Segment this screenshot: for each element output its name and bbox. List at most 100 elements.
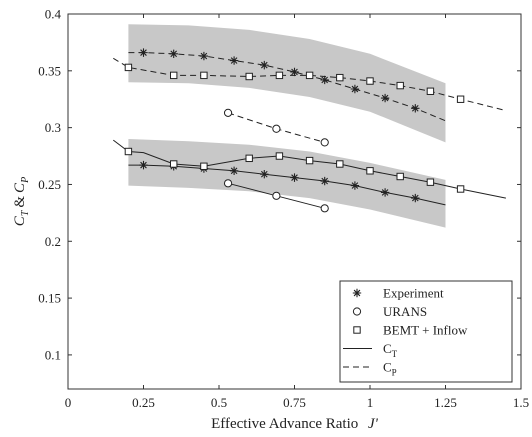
series-markers — [124, 48, 465, 213]
marker-experiment-c-p — [411, 104, 420, 113]
marker-bemt-inflow-c-t — [124, 147, 133, 156]
line-bemt-inflow-c-t — [112, 139, 506, 199]
legend-label-text: C — [383, 360, 392, 375]
line-experiment-c-p — [128, 52, 446, 122]
y-label-s1: T — [20, 209, 31, 216]
marker-urans-c-p — [320, 138, 329, 147]
legend-label-text: BEMT + Inflow — [383, 323, 468, 338]
marker-urans-c-t — [223, 179, 233, 188]
y-tick-label: 0.1 — [45, 347, 61, 362]
y-label-amp: & — [12, 196, 28, 208]
legend-symbol-circle — [352, 307, 362, 316]
legend-item-experiment: Experiment — [352, 286, 444, 301]
legend-item-urans: URANS — [352, 304, 427, 319]
x-axis-label-text: Effective Advance Ratio — [211, 416, 358, 432]
marker-bemt-inflow-c-t — [245, 154, 253, 163]
y-tick-label: 0.25 — [38, 177, 61, 192]
legend-label-text: URANS — [383, 304, 427, 319]
marker-experiment-c-p — [380, 93, 390, 103]
marker-experiment-c-t — [229, 166, 239, 176]
marker-bemt-inflow-c-p — [366, 77, 374, 85]
marker-experiment-c-t — [290, 173, 299, 182]
marker-bemt-inflow-c-t — [305, 156, 314, 165]
marker-bemt-inflow-c-p — [275, 71, 284, 80]
marker-bemt-inflow-c-p — [245, 72, 253, 81]
line-experiment-c-t — [128, 164, 446, 206]
y-label-c2: C — [12, 182, 28, 193]
marker-experiment-c-t — [380, 188, 390, 197]
x-axis-label: Effective Advance Ratio J' — [211, 416, 379, 432]
marker-bemt-inflow-c-p — [305, 71, 314, 80]
legend-item-bemt-inflow: BEMT + Inflow — [353, 323, 468, 338]
marker-urans-c-t — [320, 204, 329, 213]
axis-ticks: 0 0.25 0.5 0.75 1 1.25 1.5 0.1 0.15 0.2 0.25 0.3 0.3… — [38, 7, 529, 411]
marker-experiment-c-t — [320, 176, 329, 186]
marker-bemt-inflow-c-p — [396, 81, 404, 90]
legend-symbol-asterisk — [352, 288, 362, 298]
marker-bemt-inflow-c-t — [366, 167, 374, 175]
x-tick-label: 1 — [367, 395, 374, 410]
marker-bemt-inflow-c-t — [170, 160, 178, 168]
marker-experiment-c-p — [199, 51, 209, 61]
legend-label-subscript: T — [392, 349, 398, 359]
legend-symbol-square — [353, 326, 361, 334]
x-tick-label: 1.5 — [513, 395, 529, 410]
marker-bemt-inflow-c-p — [200, 71, 208, 80]
x-axis-label-symbol: J' — [368, 416, 379, 432]
marker-bemt-inflow-c-p — [456, 95, 465, 103]
marker-experiment-c-p — [229, 56, 239, 65]
y-tick-label: 0.15 — [38, 291, 61, 306]
band-c-t — [128, 139, 446, 228]
marker-experiment-c-t — [139, 160, 148, 170]
legend-label: BEMT + Inflow — [383, 323, 468, 338]
marker-urans-c-t — [272, 191, 281, 200]
y-tick-label: 0.35 — [38, 63, 61, 78]
marker-experiment-c-p — [320, 75, 329, 85]
legend-item-c-t: CT — [343, 341, 398, 359]
marker-urans-c-p — [272, 124, 281, 133]
x-tick-label: 0.5 — [211, 395, 227, 410]
legend-label: CP — [383, 360, 397, 378]
marker-experiment-c-t — [350, 181, 360, 190]
marker-experiment-c-t — [411, 193, 420, 203]
marker-bemt-inflow-c-t — [336, 160, 344, 168]
band-c-p — [128, 24, 446, 143]
y-tick-label: 0.4 — [45, 7, 62, 22]
marker-experiment-c-p — [139, 48, 148, 57]
legend-box — [339, 280, 513, 383]
legend-item-c-p: CP — [343, 360, 397, 378]
marker-bemt-inflow-c-t — [456, 185, 465, 193]
marker-bemt-inflow-c-t — [396, 172, 404, 181]
y-tick-label: 0.2 — [45, 234, 61, 249]
legend-label-subscript: P — [392, 368, 397, 378]
legend-label-text: C — [383, 341, 392, 356]
uncertainty-bands — [128, 24, 446, 228]
marker-experiment-c-p — [350, 84, 360, 94]
marker-bemt-inflow-c-p — [170, 71, 178, 80]
marker-experiment-c-p — [290, 67, 299, 77]
legend-label: CT — [383, 341, 398, 359]
legend-label-text: Experiment — [383, 286, 444, 301]
marker-bemt-inflow-c-p — [426, 87, 435, 95]
x-tick-label: 0.25 — [132, 395, 155, 410]
marker-bemt-inflow-c-t — [275, 152, 284, 160]
marker-bemt-inflow-c-t — [426, 178, 435, 186]
y-label-c1: C — [12, 215, 28, 226]
y-label-s2: P — [20, 177, 31, 184]
y-tick-label: 0.3 — [45, 120, 61, 135]
x-tick-label: 0.75 — [283, 395, 306, 410]
marker-urans-c-p — [223, 108, 233, 117]
x-tick-label: 0 — [65, 395, 72, 410]
marker-bemt-inflow-c-p — [336, 73, 344, 82]
marker-bemt-inflow-c-t — [200, 162, 208, 170]
legend-label: URANS — [383, 304, 427, 319]
marker-experiment-c-p — [260, 60, 269, 70]
y-axis-label: CT&CP — [12, 177, 31, 226]
marker-experiment-c-p — [169, 49, 178, 58]
marker-bemt-inflow-c-p — [124, 63, 133, 72]
x-tick-label: 1.25 — [434, 395, 457, 410]
marker-experiment-c-t — [260, 170, 269, 179]
